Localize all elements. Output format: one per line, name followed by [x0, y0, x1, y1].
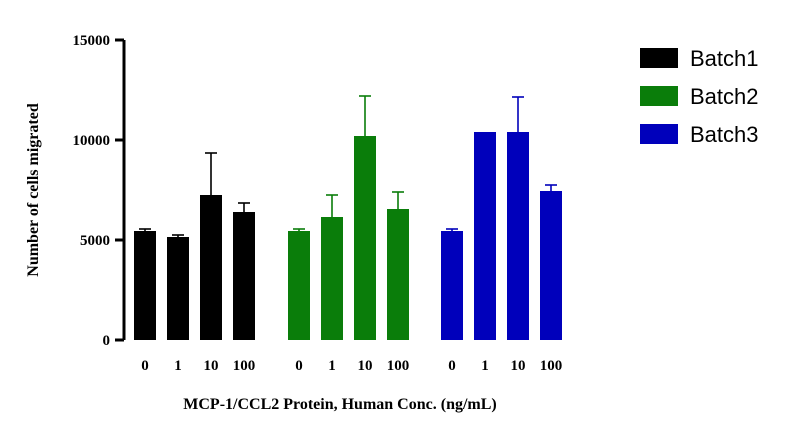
- bar: [354, 136, 376, 340]
- axes: [115, 38, 126, 342]
- legend: Batch1 Batch2 Batch3: [640, 46, 759, 147]
- tick-labels: 0 5000 10000 15000 0 1 10 100 0 1 10 100 0 1 10 100: [73, 33, 563, 374]
- bar: [167, 237, 189, 340]
- x-tick-label: 1: [328, 358, 336, 374]
- bar: [474, 132, 496, 340]
- bar: [441, 231, 463, 340]
- y-tick-label: 5000: [80, 233, 110, 249]
- bar: [507, 132, 529, 340]
- bars: [134, 132, 562, 340]
- x-axis-title: MCP-1/CCL2 Protein, Human Conc. (ng/mL): [183, 396, 496, 413]
- bar: [321, 217, 343, 340]
- bar: [288, 231, 310, 340]
- x-tick-label: 100: [540, 358, 563, 374]
- y-tick-label: 10000: [73, 133, 111, 149]
- x-tick-label: 100: [233, 358, 256, 374]
- x-tick-label: 10: [204, 358, 219, 374]
- legend-label: Batch1: [690, 46, 759, 71]
- x-tick-label: 0: [448, 358, 456, 374]
- legend-swatch: [640, 124, 678, 144]
- legend-label: Batch2: [690, 84, 759, 109]
- bar: [540, 191, 562, 340]
- x-tick-label: 0: [141, 358, 149, 374]
- x-tick-label: 10: [358, 358, 373, 374]
- x-tick-label: 1: [174, 358, 182, 374]
- bar: [233, 212, 255, 340]
- x-tick-label: 1: [481, 358, 489, 374]
- bar: [200, 195, 222, 340]
- legend-swatch: [640, 48, 678, 68]
- legend-swatch: [640, 86, 678, 106]
- x-tick-label: 100: [387, 358, 410, 374]
- x-tick-label: 0: [295, 358, 303, 374]
- legend-label: Batch3: [690, 122, 759, 147]
- bar: [134, 231, 156, 340]
- error-bars: [139, 95, 557, 237]
- y-axis-title: Number of cells migrated: [25, 103, 42, 277]
- bar: [387, 209, 409, 340]
- y-tick-label: 0: [103, 333, 111, 349]
- x-tick-label: 10: [511, 358, 526, 374]
- y-tick-label: 15000: [73, 33, 111, 49]
